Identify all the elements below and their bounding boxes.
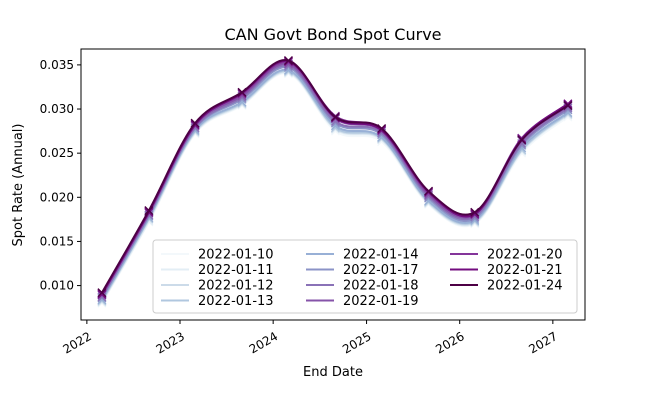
axes-frame — [80, 48, 586, 321]
data-point-marker — [97, 289, 107, 299]
data-point-marker — [283, 55, 293, 65]
legend-label: 2022-01-21 — [487, 263, 563, 278]
data-point-marker — [190, 118, 200, 128]
y-tick-label: 0.020 — [40, 190, 74, 204]
y-axis-label: Spot Rate (Annual) — [11, 124, 26, 247]
legend-label: 2022-01-17 — [343, 263, 419, 278]
data-point-marker — [377, 123, 387, 133]
legend-item: 2022-01-14 — [306, 248, 419, 263]
legend-box — [152, 239, 578, 314]
plot-area — [97, 55, 573, 308]
legend-item: 2022-01-11 — [161, 263, 274, 278]
legend-label: 2022-01-13 — [198, 294, 274, 309]
legend-item: 2022-01-21 — [450, 263, 563, 278]
data-point-marker — [330, 112, 340, 122]
legend-item: 2022-01-18 — [306, 279, 419, 294]
data-point-marker — [563, 101, 573, 110]
legend-label: 2022-01-18 — [343, 279, 419, 294]
legend-item: 2022-01-17 — [306, 263, 419, 278]
y-tick-label: 0.025 — [40, 146, 74, 160]
data-point-marker — [517, 135, 527, 145]
y-tick-label: 0.030 — [40, 102, 74, 116]
legend-item: 2022-01-12 — [161, 279, 274, 294]
chart-title: CAN Govt Bond Spot Curve — [225, 25, 442, 44]
legend-label: 2022-01-10 — [198, 248, 274, 263]
legend-item: 2022-01-10 — [161, 248, 274, 263]
legend-item: 2022-01-20 — [450, 248, 563, 263]
data-point-marker — [424, 190, 434, 200]
data-point-marker — [97, 288, 107, 298]
data-point-marker — [470, 207, 480, 217]
legend-label: 2022-01-12 — [198, 279, 274, 294]
legend-label: 2022-01-19 — [343, 294, 419, 309]
data-point-marker — [424, 186, 434, 196]
legend-label: 2022-01-14 — [343, 248, 419, 263]
legend-item: 2022-01-24 — [450, 279, 563, 294]
data-point-marker — [237, 87, 247, 97]
legend-item: 2022-01-13 — [161, 294, 274, 309]
x-axis-label: End Date — [303, 365, 363, 380]
y-axis: 0.010 0.015 0.020 0.025 0.030 0.035 — [40, 58, 81, 293]
series-2022-01-24 — [97, 55, 573, 298]
y-tick-label: 0.035 — [40, 58, 74, 72]
y-tick-label: 0.010 — [40, 279, 74, 293]
legend: 2022-01-102022-01-112022-01-122022-01-13… — [152, 239, 578, 314]
legend-item: 2022-01-19 — [306, 294, 419, 309]
legend-label: 2022-01-11 — [198, 263, 274, 278]
series-layer — [97, 55, 573, 308]
legend-label: 2022-01-20 — [487, 248, 563, 263]
y-tick-label: 0.015 — [40, 234, 74, 248]
legend-label: 2022-01-24 — [487, 279, 563, 294]
data-point-marker — [144, 206, 154, 216]
